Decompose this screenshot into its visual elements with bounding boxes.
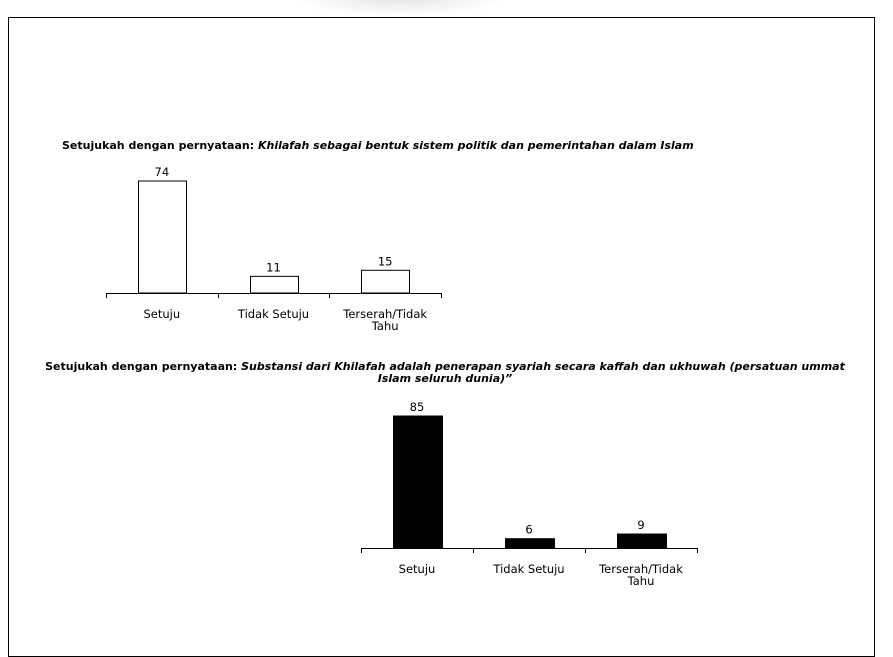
chart-2-category-label: Terserah/Tidak [598, 562, 683, 576]
chart-2-title-prefix: Setujukah dengan pernyataan: [45, 360, 238, 373]
chart-2-data-label: 9 [637, 518, 644, 532]
chart-2-data-label: 85 [410, 400, 425, 414]
chart-1-title: Setujukah dengan pernyataan: Khilafah se… [62, 139, 694, 152]
chart-2-category-label: Tahu [627, 574, 655, 588]
chart-2-bar-tidak-setuju [505, 538, 555, 549]
chart-1-bar-setuju [138, 180, 187, 294]
chart-2-data-label: 6 [525, 523, 532, 537]
chart-2-bar-setuju [393, 415, 443, 549]
chart-1-data-label: 11 [266, 260, 281, 274]
chart-1-title-prefix: Setujukah dengan pernyataan: [62, 139, 255, 152]
chart-2-bar-terserah-tidak-tahu [617, 533, 667, 549]
chart-1-bar-tidak-setuju [250, 275, 299, 294]
top-shade [300, 0, 500, 14]
chart-2-category-label: Tidak Setuju [492, 562, 564, 576]
chart-2-title-statement: Substansi dari Khilafah adalah penerapan… [241, 360, 845, 385]
chart-1-category-label: Setuju [144, 307, 181, 321]
chart-1-data-label: 15 [378, 254, 393, 268]
chart-1-bar-terserah-tidak-tahu [361, 269, 410, 294]
chart-2-title: Setujukah dengan pernyataan: Substansi d… [40, 361, 850, 385]
chart-1-title-statement: Khilafah sebagai bentuk sistem politik d… [257, 139, 694, 152]
chart-1-data-label: 74 [155, 165, 170, 179]
chart-1-category-label: Tahu [371, 319, 399, 333]
chart-1-category-label: Tidak Setuju [237, 307, 309, 321]
chart-2-category-label: Setuju [399, 562, 436, 576]
chart-1-category-label: Terserah/Tidak [342, 307, 427, 321]
